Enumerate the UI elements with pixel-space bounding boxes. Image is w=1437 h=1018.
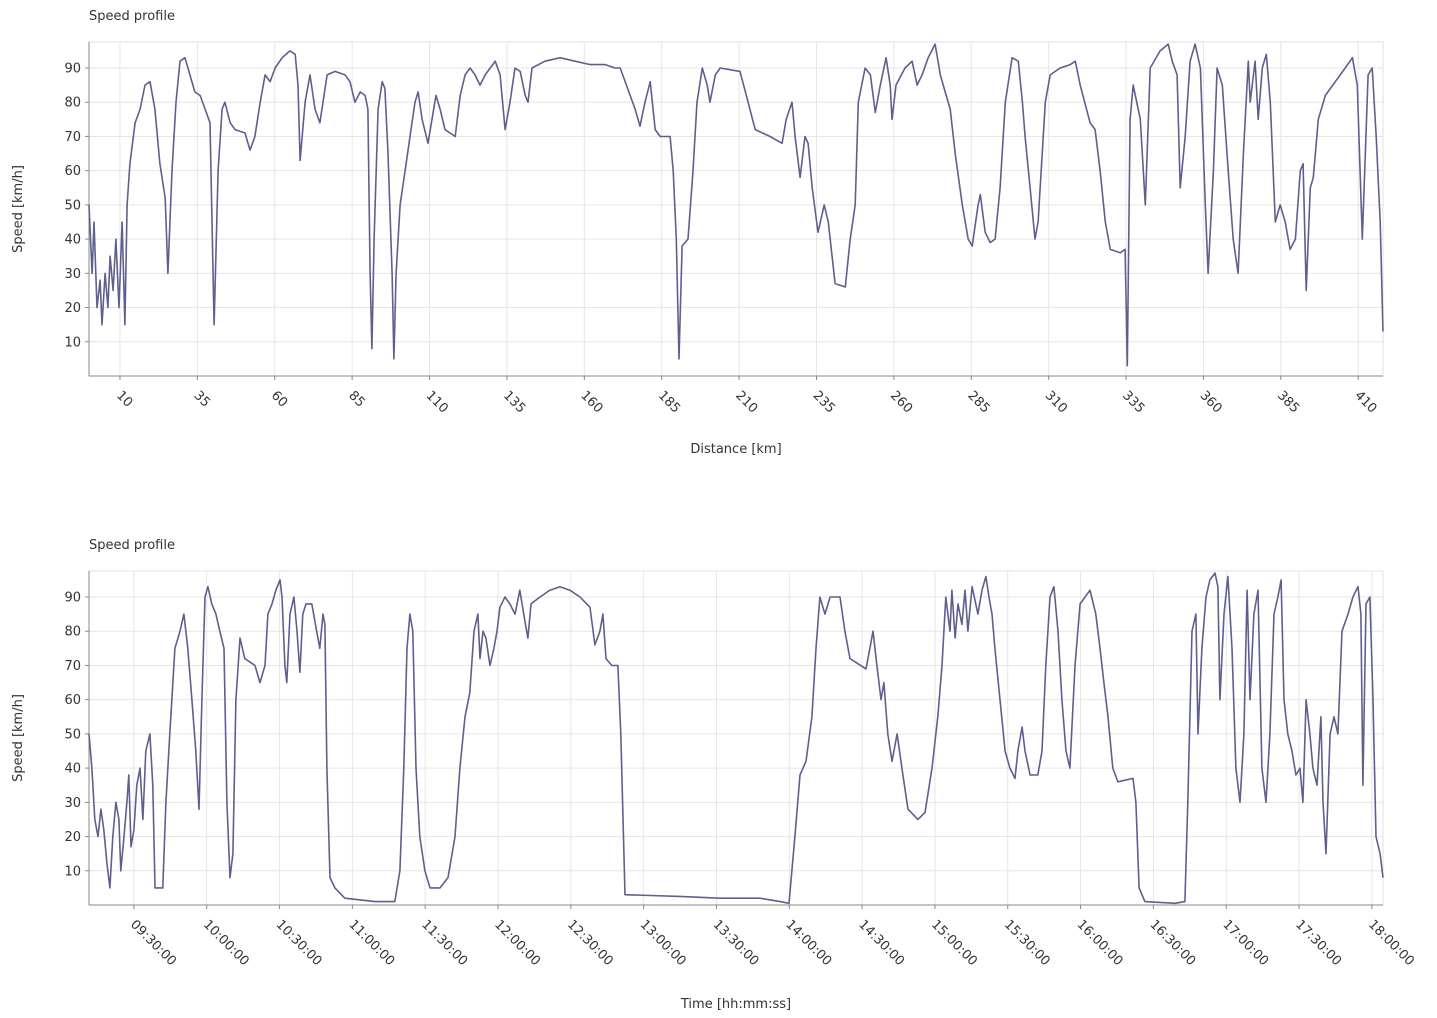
x-tick-label: 15:30:00 — [1001, 917, 1053, 969]
y-tick-label: 30 — [64, 267, 81, 282]
x-tick-label: 310 — [1042, 388, 1070, 416]
y-tick-label: 90 — [64, 62, 81, 77]
x-tick-label: 15:00:00 — [928, 917, 980, 969]
y-tick-label: 50 — [64, 198, 81, 213]
x-tick-label: 10 — [113, 388, 135, 410]
x-tick-label: 17:00:00 — [1219, 917, 1271, 969]
x-tick-label: 285 — [964, 388, 992, 416]
x-tick-label: 235 — [810, 388, 838, 416]
plot-area — [88, 41, 1384, 377]
x-tick-label: 335 — [1119, 388, 1147, 416]
x-tick-label: 35 — [191, 388, 213, 410]
x-tick-label: 160 — [577, 388, 605, 416]
x-tick-label: 385 — [1274, 388, 1302, 416]
x-tick-label: 60 — [268, 388, 290, 410]
y-axis-label: Speed [km/h] — [11, 694, 26, 782]
x-tick-label: 13:30:00 — [710, 917, 762, 969]
y-tick-label: 10 — [64, 335, 81, 350]
y-tick-label: 40 — [64, 233, 81, 248]
x-tick-label: 185 — [655, 388, 683, 416]
x-axis-label: Time [hh:mm:ss] — [680, 997, 791, 1012]
x-tick-label: 16:30:00 — [1147, 917, 1199, 969]
x-tick-label: 10:00:00 — [200, 917, 252, 969]
y-tick-label: 70 — [64, 130, 81, 145]
x-tick-label: 360 — [1197, 388, 1225, 416]
x-tick-label: 110 — [423, 388, 451, 416]
x-tick-label: 14:00:00 — [782, 917, 834, 969]
chart-title: Speed profile — [89, 538, 175, 553]
x-tick-label: 260 — [887, 388, 915, 416]
chart-title: Speed profile — [89, 9, 175, 24]
x-tick-label: 11:30:00 — [418, 917, 470, 969]
y-tick-label: 60 — [64, 693, 81, 708]
y-tick-label: 20 — [64, 830, 81, 845]
x-tick-label: 16:00:00 — [1074, 917, 1126, 969]
speed-line — [88, 572, 1384, 905]
x-tick-label: 135 — [500, 388, 528, 416]
x-tick-label: 410 — [1351, 388, 1379, 416]
y-tick-label: 50 — [64, 727, 81, 742]
y-tick-label: 30 — [64, 796, 81, 811]
x-tick-label: 17:30:00 — [1292, 917, 1344, 969]
y-tick-label: 60 — [64, 164, 81, 179]
x-tick-label: 09:30:00 — [127, 917, 179, 969]
y-tick-label: 10 — [64, 864, 81, 879]
x-tick-label: 12:00:00 — [491, 917, 543, 969]
y-tick-label: 90 — [64, 591, 81, 606]
x-tick-label: 18:00:00 — [1365, 917, 1417, 969]
plot-area — [88, 570, 1384, 906]
x-tick-label: 10:30:00 — [273, 917, 325, 969]
x-tick-label: 13:00:00 — [637, 917, 689, 969]
y-tick-label: 80 — [64, 625, 81, 640]
x-tick-label: 12:30:00 — [564, 917, 616, 969]
x-tick-label: 210 — [732, 388, 760, 416]
x-tick-label: 11:00:00 — [346, 917, 398, 969]
x-tick-label: 85 — [345, 388, 367, 410]
x-tick-label: 14:30:00 — [855, 917, 907, 969]
speed-line — [88, 43, 1384, 367]
y-tick-label: 40 — [64, 762, 81, 777]
y-axis-label: Speed [km/h] — [11, 165, 26, 253]
x-axis-label: Distance [km] — [690, 442, 781, 457]
y-tick-label: 70 — [64, 659, 81, 674]
y-tick-label: 80 — [64, 96, 81, 111]
y-tick-label: 20 — [64, 301, 81, 316]
